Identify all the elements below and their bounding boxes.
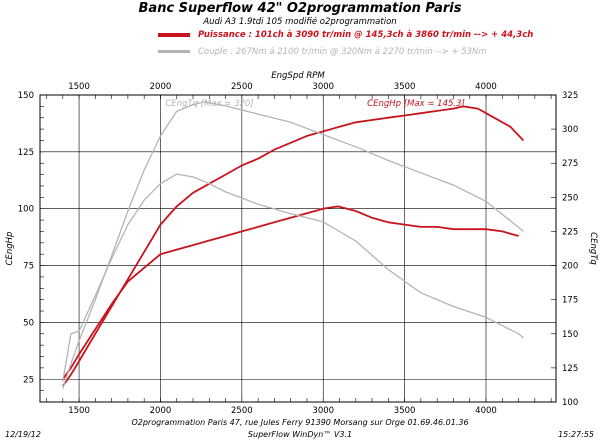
footer-address: O2programmation Paris 47, rue Jules Ferr… <box>131 418 469 427</box>
series-line-power_stock <box>62 205 519 380</box>
series-line-power_modified <box>62 105 525 387</box>
series-line-torque_stock <box>62 173 524 382</box>
legend-label-torque: Couple : 267Nm à 2100 tr/min @ 320Nm à 2… <box>198 47 487 57</box>
y-left-tick-label: 50 <box>23 318 34 328</box>
footer-software: SuperFlow WinDyn™ V3.1 <box>247 430 353 439</box>
y-right-tick-label: 300 <box>562 125 578 135</box>
y-left-tick-label: 25 <box>23 375 34 385</box>
y-left-axis-title: CEngHp <box>5 232 15 266</box>
y-right-tick-label: 150 <box>562 330 578 340</box>
y-right-tick-label: 225 <box>562 227 578 237</box>
x-tick-label-bottom: 2500 <box>231 406 253 416</box>
y-right-tick-label: 250 <box>562 193 578 203</box>
x-tick-label-top: 1500 <box>68 82 90 92</box>
chart-title: Banc Superflow 42" O2programmation Paris <box>138 1 462 16</box>
legend-swatch-power <box>158 32 190 37</box>
y-right-tick-label: 200 <box>562 262 578 272</box>
annotation-power-max: CEngHp [Max = 145.3] <box>367 99 465 109</box>
footer-date: 12/19/12 <box>5 430 41 439</box>
legend-swatch-torque <box>158 50 190 53</box>
x-tick-label-bottom: 3500 <box>394 406 416 416</box>
y-right-tick-label: 325 <box>562 91 578 101</box>
x-tick-label-top: 2500 <box>231 82 253 92</box>
x-tick-label-top: 3000 <box>312 82 334 92</box>
legend-item-torque: Couple : 267Nm à 2100 tr/min @ 320Nm à 2… <box>158 47 487 57</box>
y-left-tick-label: 150 <box>18 91 34 101</box>
x-tick-label-bottom: 4000 <box>475 406 497 416</box>
legend-item-power: Puissance : 101ch à 3090 tr/min @ 145,3c… <box>158 30 533 40</box>
y-left-tick-label: 75 <box>23 262 34 272</box>
y-right-tick-label: 175 <box>562 296 578 306</box>
footer-time: 15:27:55 <box>558 430 594 439</box>
x-tick-label-top: 2000 <box>150 82 172 92</box>
y-right-tick-label: 275 <box>562 159 578 169</box>
plot-area <box>39 94 557 403</box>
y-right-axis-title: CEngTq <box>588 232 598 265</box>
x-tick-label-bottom: 3000 <box>312 406 334 416</box>
chart-subtitle: Audi A3 1.9tdi 105 modifié o2programmati… <box>203 17 397 27</box>
legend-label-power: Puissance : 101ch à 3090 tr/min @ 145,3c… <box>198 30 534 40</box>
y-right-tick-label: 100 <box>562 398 578 408</box>
x-axis-title: EngSpd RPM <box>271 71 325 81</box>
y-left-tick-label: 100 <box>18 205 34 215</box>
y-left-tick-label: 125 <box>18 148 34 158</box>
x-tick-label-bottom: 2000 <box>150 406 172 416</box>
x-tick-label-top: 3500 <box>394 82 416 92</box>
x-tick-label-top: 4000 <box>475 82 497 92</box>
y-right-tick-label: 125 <box>562 364 578 374</box>
annotation-torque-max: CEngTq [Max = 320] <box>165 99 253 109</box>
x-tick-label-bottom: 1500 <box>68 406 90 416</box>
